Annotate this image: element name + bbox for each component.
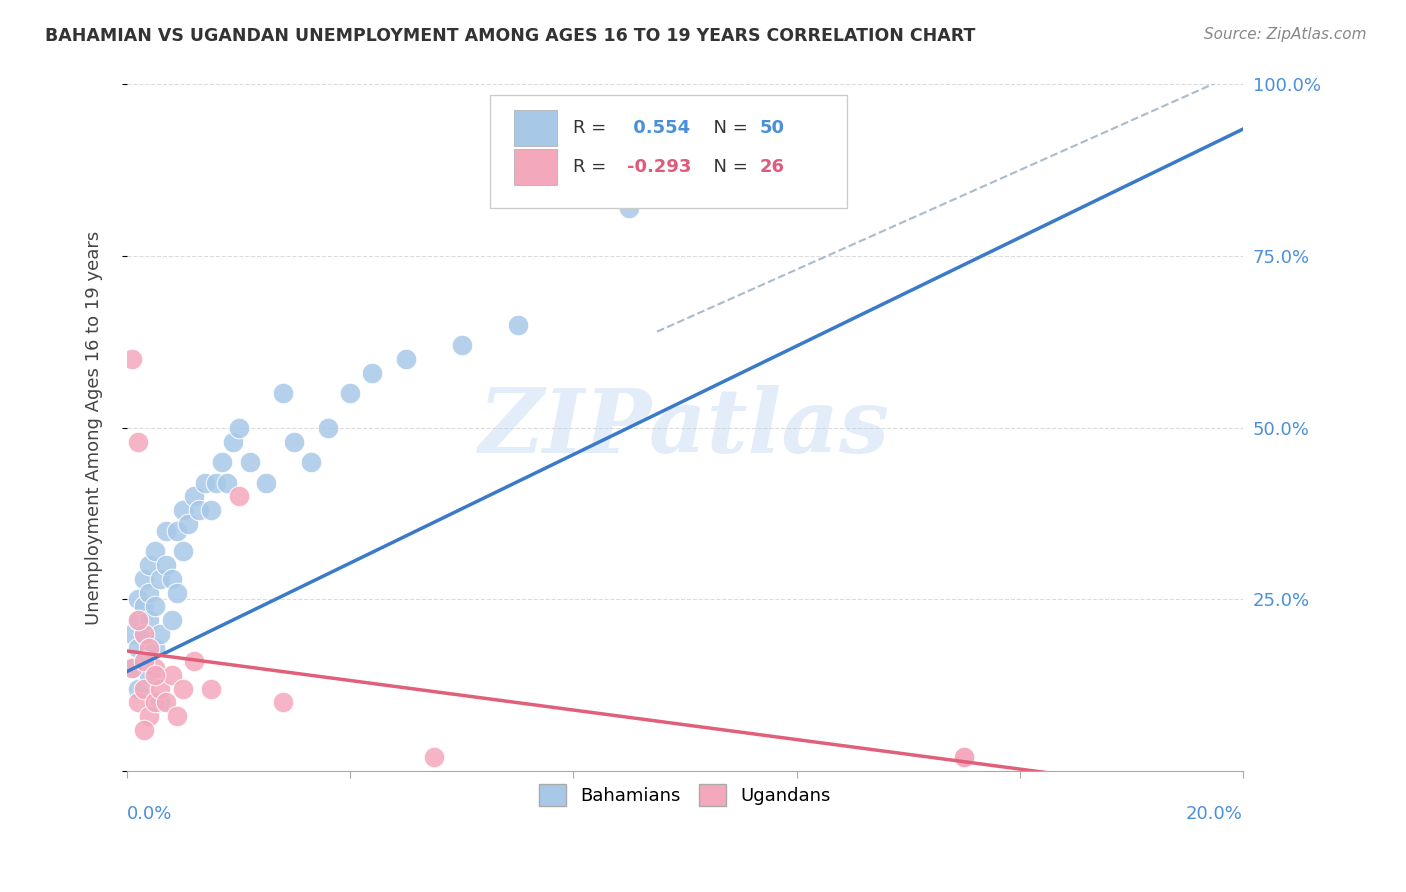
Point xyxy=(299,455,322,469)
Point xyxy=(143,599,166,614)
Point xyxy=(200,503,222,517)
Text: R =: R = xyxy=(574,119,613,136)
Text: N =: N = xyxy=(702,158,754,176)
Point xyxy=(450,338,472,352)
Point xyxy=(132,599,155,614)
Point xyxy=(166,709,188,723)
Point xyxy=(183,654,205,668)
Point xyxy=(155,524,177,538)
Point xyxy=(160,668,183,682)
Point xyxy=(143,661,166,675)
Point xyxy=(228,490,250,504)
Point xyxy=(121,352,143,367)
Point xyxy=(283,434,305,449)
Point xyxy=(132,654,155,668)
FancyBboxPatch shape xyxy=(515,149,557,185)
Text: BAHAMIAN VS UGANDAN UNEMPLOYMENT AMONG AGES 16 TO 19 YEARS CORRELATION CHART: BAHAMIAN VS UGANDAN UNEMPLOYMENT AMONG A… xyxy=(45,27,976,45)
Text: R =: R = xyxy=(574,158,613,176)
Point xyxy=(127,592,149,607)
Text: 0.0%: 0.0% xyxy=(127,805,173,823)
Point xyxy=(361,366,384,380)
Point xyxy=(211,455,233,469)
Point xyxy=(166,524,188,538)
Point xyxy=(200,681,222,696)
Point xyxy=(953,750,976,764)
Point xyxy=(316,421,339,435)
Point xyxy=(423,750,446,764)
Point xyxy=(138,613,160,627)
Point xyxy=(228,421,250,435)
Point xyxy=(217,475,239,490)
Point xyxy=(143,640,166,655)
Point xyxy=(188,503,211,517)
Point xyxy=(239,455,262,469)
Point xyxy=(155,696,177,710)
Point xyxy=(506,318,529,332)
Point xyxy=(222,434,245,449)
Point xyxy=(127,613,149,627)
Point xyxy=(143,544,166,558)
Point xyxy=(160,613,183,627)
Y-axis label: Unemployment Among Ages 16 to 19 years: Unemployment Among Ages 16 to 19 years xyxy=(86,231,103,625)
Point xyxy=(953,750,976,764)
Point xyxy=(143,668,166,682)
Point xyxy=(127,434,149,449)
Point xyxy=(132,627,155,641)
Text: Source: ZipAtlas.com: Source: ZipAtlas.com xyxy=(1204,27,1367,42)
Point xyxy=(172,681,194,696)
Point xyxy=(121,661,143,675)
Point xyxy=(127,613,149,627)
Point xyxy=(271,386,294,401)
Text: -0.293: -0.293 xyxy=(627,158,692,176)
Point xyxy=(149,627,172,641)
Point xyxy=(271,696,294,710)
Text: N =: N = xyxy=(702,119,754,136)
Point xyxy=(339,386,361,401)
Text: 20.0%: 20.0% xyxy=(1187,805,1243,823)
Point xyxy=(395,352,418,367)
Point xyxy=(132,681,155,696)
Point xyxy=(127,640,149,655)
Point xyxy=(194,475,217,490)
Point xyxy=(138,709,160,723)
Point xyxy=(149,696,172,710)
Point xyxy=(132,627,155,641)
Point xyxy=(617,201,640,215)
Point xyxy=(132,572,155,586)
Point xyxy=(132,723,155,737)
Point xyxy=(172,544,194,558)
Point xyxy=(138,558,160,573)
Point xyxy=(138,640,160,655)
Point xyxy=(127,696,149,710)
FancyBboxPatch shape xyxy=(515,110,557,145)
Text: 26: 26 xyxy=(759,158,785,176)
Text: 0.554: 0.554 xyxy=(627,119,690,136)
Point xyxy=(127,681,149,696)
Point xyxy=(143,696,166,710)
Text: 50: 50 xyxy=(759,119,785,136)
Point xyxy=(149,681,172,696)
Point xyxy=(132,654,155,668)
Point xyxy=(166,585,188,599)
Point xyxy=(138,585,160,599)
Point xyxy=(205,475,228,490)
Legend: Bahamians, Ugandans: Bahamians, Ugandans xyxy=(531,777,838,814)
Point xyxy=(177,516,200,531)
Point xyxy=(160,572,183,586)
Point xyxy=(254,475,277,490)
Point xyxy=(172,503,194,517)
Text: ZIPatlas: ZIPatlas xyxy=(479,384,890,471)
Point xyxy=(155,558,177,573)
FancyBboxPatch shape xyxy=(489,95,846,208)
Point xyxy=(183,490,205,504)
Point xyxy=(121,661,143,675)
Point xyxy=(138,668,160,682)
Point xyxy=(121,627,143,641)
Point xyxy=(149,572,172,586)
